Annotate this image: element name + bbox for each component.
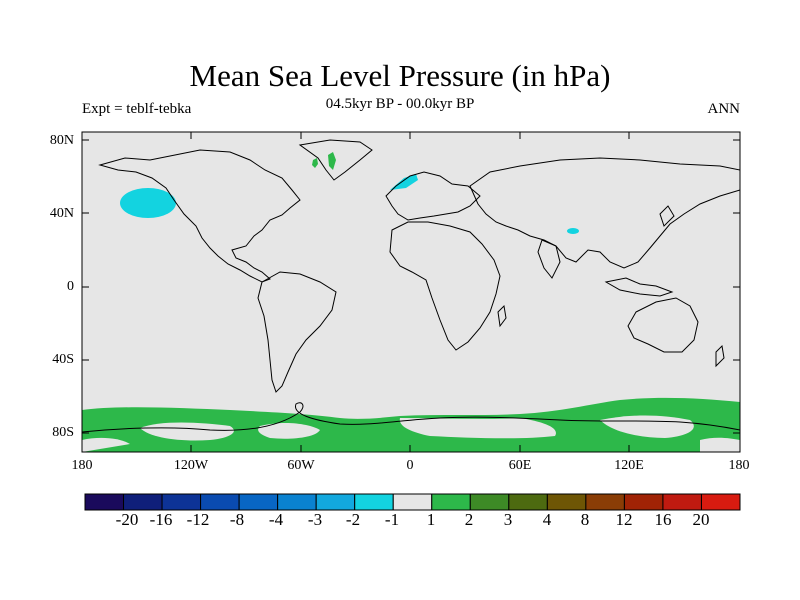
lon-label-0: 0 bbox=[406, 458, 414, 473]
colorbar-label-1: -20 bbox=[115, 510, 139, 529]
colorbar-box-17 bbox=[700, 493, 741, 511]
colorbar-box-14 bbox=[585, 493, 625, 511]
colorbar-label-15: 16 bbox=[654, 510, 672, 529]
colorbar-box-5 bbox=[238, 493, 279, 511]
colorbar-label-13: 8 bbox=[580, 510, 590, 529]
lon-label-180e: 180 bbox=[728, 458, 750, 473]
iceland-positive-anomaly bbox=[312, 158, 318, 168]
colorbar-label-6: -3 bbox=[307, 510, 323, 529]
colorbar-label-4: -8 bbox=[229, 510, 245, 529]
map-subtitle: 04.5kyr BP - 00.0kyr BP bbox=[325, 96, 475, 112]
new-zealand-coast bbox=[715, 344, 725, 368]
colorbar-box-6 bbox=[277, 493, 317, 511]
colorbar-label-9: 1 bbox=[426, 510, 436, 529]
colorbar-label-14: 12 bbox=[615, 510, 633, 529]
colorbar-box-7 bbox=[315, 493, 356, 511]
europe-coast bbox=[385, 171, 481, 221]
south-america-coast bbox=[257, 271, 337, 393]
lat-label-80n: 80N bbox=[49, 133, 74, 148]
asia-coast bbox=[469, 157, 741, 269]
lon-label-120w: 120W bbox=[173, 458, 209, 473]
colorbar-box-12 bbox=[508, 493, 548, 511]
map-title: Mean Sea Level Pressure (in hPa) bbox=[189, 58, 611, 93]
lat-label-0: 0 bbox=[67, 279, 74, 294]
colorbar-label-3: -12 bbox=[186, 510, 210, 529]
lat-label-40n: 40N bbox=[49, 206, 74, 221]
axis-ticks bbox=[82, 132, 740, 452]
antarctic-gap-5 bbox=[82, 437, 130, 452]
colorbar-box-15 bbox=[623, 493, 664, 511]
antarctica-coast bbox=[81, 402, 741, 433]
antarctic-gap-3 bbox=[399, 418, 556, 439]
lat-label-40s: 40S bbox=[52, 352, 74, 367]
antarctic-gap-2 bbox=[258, 423, 320, 439]
colorbar-box-8 bbox=[354, 493, 394, 511]
colorbar-box-4 bbox=[200, 493, 240, 511]
colorbar-box-10 bbox=[431, 493, 471, 511]
colorbar-box-2 bbox=[123, 493, 163, 511]
colorbar-box-11 bbox=[469, 493, 510, 511]
north-america-coast bbox=[98, 149, 301, 283]
colorbar-label-5: -4 bbox=[268, 510, 284, 529]
india-coast bbox=[537, 239, 561, 279]
africa-coast bbox=[389, 221, 501, 351]
madagascar-coast bbox=[497, 304, 507, 328]
lon-label-60e: 60E bbox=[508, 458, 532, 473]
greenland-positive-anomaly bbox=[328, 152, 336, 170]
colorbar-box-3 bbox=[161, 493, 202, 511]
lon-label-180w: 180 bbox=[71, 458, 93, 473]
season-label: ANN bbox=[707, 101, 741, 117]
map-frame bbox=[81, 131, 741, 453]
antarctic-gap-6 bbox=[700, 437, 740, 452]
colorbar-box-9 bbox=[392, 493, 433, 511]
colorbar-label-7: -2 bbox=[345, 510, 361, 529]
colorbar-box-16 bbox=[662, 493, 702, 511]
colorbar-label-2: -16 bbox=[149, 510, 173, 529]
lon-label-60w: 60W bbox=[287, 458, 315, 473]
colorbar bbox=[84, 493, 741, 511]
colorbar-label-8: -1 bbox=[384, 510, 400, 529]
experiment-label: Expt = teblf-tebka bbox=[82, 101, 192, 117]
colorbar-box-1 bbox=[84, 493, 125, 511]
greenland-coast bbox=[298, 139, 373, 181]
colorbar-label-11: 3 bbox=[503, 510, 513, 529]
lat-label-80s: 80S bbox=[52, 425, 74, 440]
antarctic-gap-1 bbox=[140, 422, 234, 441]
north-pacific-negative-anomaly bbox=[120, 188, 176, 218]
colorbar-box-13 bbox=[546, 493, 587, 511]
north-atlantic-negative-anomaly bbox=[390, 174, 418, 190]
australia-coast bbox=[627, 297, 699, 353]
colorbar-label-12: 4 bbox=[542, 510, 552, 529]
indonesia-coast bbox=[604, 277, 674, 297]
colorbar-label-16: 20 bbox=[692, 510, 710, 529]
colorbar-label-10: 2 bbox=[464, 510, 474, 529]
coastlines bbox=[81, 139, 741, 433]
japan-coast bbox=[659, 205, 675, 227]
lon-label-120e: 120E bbox=[614, 458, 644, 473]
central-asia-negative-anomaly bbox=[567, 228, 579, 234]
